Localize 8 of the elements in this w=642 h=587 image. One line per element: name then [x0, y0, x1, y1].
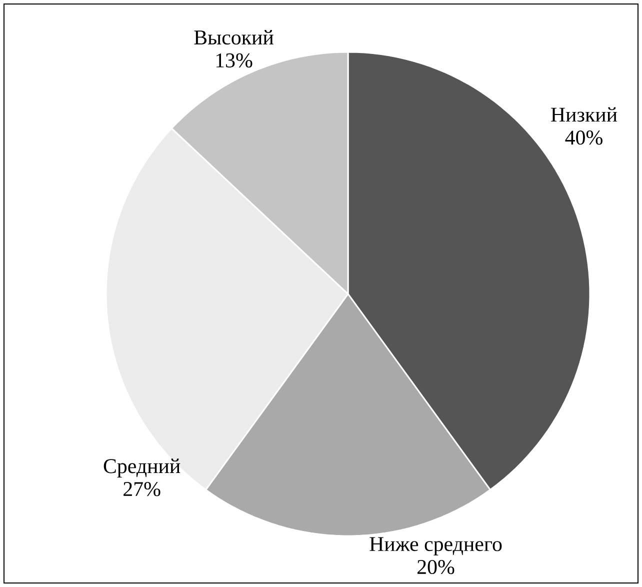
slice-label: Ниже среднего — [370, 537, 502, 556]
slice-label: Высокий — [194, 30, 274, 45]
slice-label: Низкий — [551, 107, 618, 122]
data-label: 40% — [565, 130, 602, 145]
data-label: 27% — [124, 482, 160, 496]
data-label: 20% — [417, 560, 454, 574]
slice-label: Средний — [104, 458, 180, 478]
data-label: 13% — [216, 53, 252, 68]
